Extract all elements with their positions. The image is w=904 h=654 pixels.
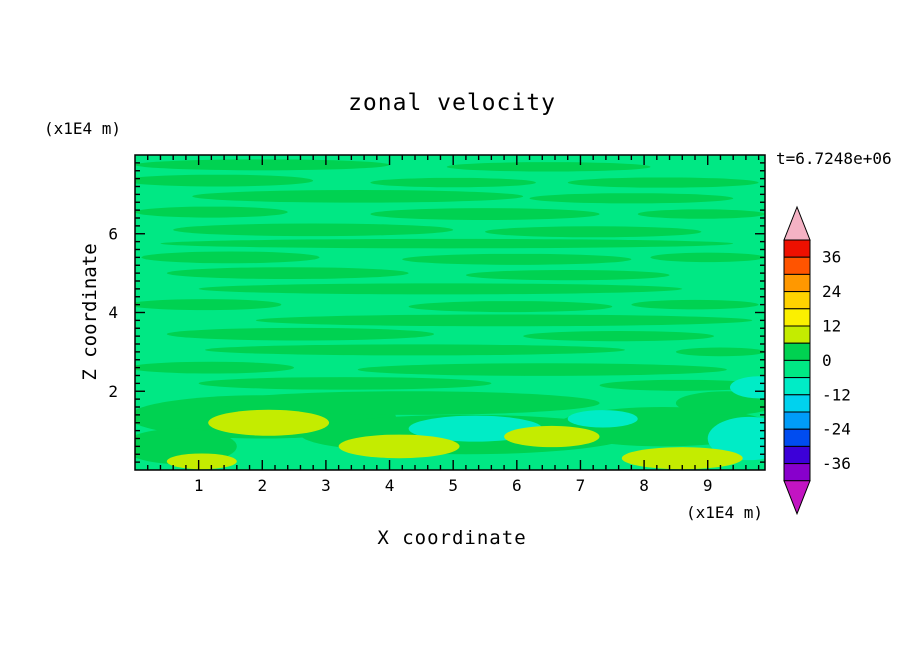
contour-region-6to12 <box>338 434 460 459</box>
x-tick-label: 9 <box>703 476 713 495</box>
contour-region-0to6 <box>205 344 625 356</box>
x-tick-label: 1 <box>194 476 204 495</box>
colorbar-tick-label: 0 <box>822 351 832 370</box>
contour-region-0to6 <box>135 206 288 218</box>
colorbar-over-arrow <box>783 205 811 241</box>
plot-title: zonal velocity <box>348 90 556 116</box>
contour-region-0to6 <box>217 391 600 415</box>
colorbar-segment-24to30 <box>783 273 811 293</box>
contour-region--12to-6 <box>567 410 638 428</box>
colorbar-segment-30to36 <box>783 256 811 275</box>
colorbar-tick-label: 12 <box>822 317 841 336</box>
colorbar <box>783 205 811 516</box>
axis-ticks <box>135 155 765 470</box>
x-tick-label: 8 <box>639 476 649 495</box>
contour-region-0to6 <box>485 226 702 238</box>
contour-region-6to12 <box>208 409 330 436</box>
contour-region-0to6 <box>529 193 734 204</box>
contour-region-0to6 <box>408 301 613 313</box>
z-tick-label: 4 <box>108 303 118 322</box>
contour-region-0to6 <box>637 209 765 219</box>
x-tick-label: 5 <box>448 476 458 495</box>
x-tick-label: 7 <box>576 476 586 495</box>
contour-region-0to6 <box>567 177 759 188</box>
x-axis-title: X coordinate <box>377 527 527 549</box>
colorbar-segment-12to18 <box>783 308 811 327</box>
contour-region-6to12 <box>504 425 600 448</box>
contour-region-0to6 <box>370 177 536 188</box>
contour-region-0to6 <box>173 223 454 237</box>
x-tick-label: 4 <box>385 476 395 495</box>
colorbar-segment--18to-12 <box>783 394 811 413</box>
colorbar-segment-0to6 <box>783 342 811 361</box>
colorbar-segment--24to-18 <box>783 411 811 430</box>
x-axis-unit-label: (x1E4 m) <box>686 503 764 522</box>
contour-region-0to6 <box>370 208 600 220</box>
z-tick-label: 2 <box>108 382 118 401</box>
contour-region-0to6 <box>192 190 524 203</box>
contour-region-0to6 <box>141 251 320 264</box>
colorbar-segment--36to-30 <box>783 445 811 465</box>
contour-region-0to6 <box>650 252 765 263</box>
time-annotation: t=6.7248e+06 <box>776 149 892 168</box>
z-tick-label: 6 <box>108 224 118 243</box>
contour-region-0to6 <box>631 299 759 310</box>
contour-region-0to6 <box>166 327 435 341</box>
contour-region-0to6 <box>402 253 632 265</box>
x-tick-label: 2 <box>257 476 267 495</box>
contour-region-0to6 <box>135 299 282 311</box>
contour-region-0to6 <box>675 347 765 357</box>
z-axis-title: Z coordinate <box>79 243 101 381</box>
contour-region-0to6 <box>198 377 492 390</box>
contour-region--12to-6 <box>707 416 765 461</box>
colorbar-segment-36to42 <box>783 239 811 258</box>
colorbar-tick-label: 24 <box>822 282 841 301</box>
colorbar-under-arrow <box>783 480 811 516</box>
colorbar-segment--30to-24 <box>783 428 811 447</box>
contour-region-6to12 <box>621 447 743 470</box>
contour-region-0to6 <box>465 269 670 281</box>
contour-region-6to12 <box>166 453 237 470</box>
colorbar-segment-6to12 <box>783 325 811 344</box>
contour-region-0to6 <box>599 379 765 391</box>
colorbar-tick-label: -24 <box>822 420 851 439</box>
contour-region-0to6 <box>160 238 734 249</box>
contour-region-0to6 <box>357 363 727 376</box>
contour-region-0to6 <box>255 314 753 327</box>
contour-region-0to6 <box>135 361 295 374</box>
velocity-field <box>135 155 765 470</box>
colorbar-segment--42to-36 <box>783 463 811 482</box>
contour-region-0to6 <box>446 162 651 172</box>
colorbar-segment-18to24 <box>783 291 811 310</box>
contour-region-0to6 <box>523 331 715 342</box>
x-tick-label: 3 <box>321 476 331 495</box>
colorbar-segment--12to-6 <box>783 377 811 396</box>
colorbar-tick-label: -36 <box>822 454 851 473</box>
z-axis-unit-label: (x1E4 m) <box>44 119 122 138</box>
colorbar-tick-label: 36 <box>822 248 841 267</box>
colorbar-tick-label: -12 <box>822 385 851 404</box>
contour-region-0to6 <box>198 283 683 295</box>
contour-region-0to6 <box>675 391 765 415</box>
colorbar-segment--6to0 <box>783 359 811 379</box>
contour-region-0to6 <box>135 174 314 187</box>
x-tick-label: 6 <box>512 476 522 495</box>
contour-region--12to-6 <box>730 376 765 399</box>
contour-region-0to6 <box>166 267 409 280</box>
